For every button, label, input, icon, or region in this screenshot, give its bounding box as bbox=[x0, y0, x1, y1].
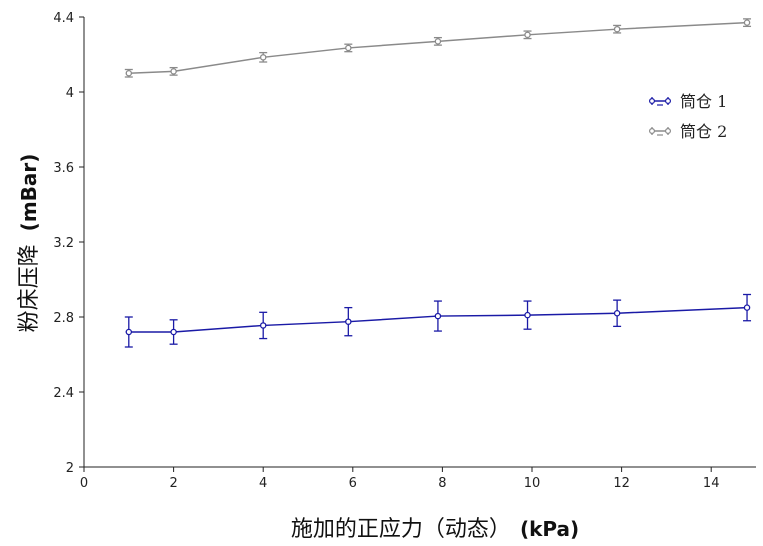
y-tick-label: 2 bbox=[66, 461, 74, 476]
y-tick-label: 3.2 bbox=[53, 236, 74, 251]
data-point bbox=[743, 19, 751, 26]
data-point bbox=[613, 309, 621, 317]
y-tick-label: 2.8 bbox=[53, 311, 74, 326]
legend-symbol-series-1 bbox=[648, 97, 671, 106]
data-point bbox=[743, 304, 751, 311]
y-axis-title: 粉床压降 (mBar) bbox=[17, 154, 42, 333]
y-axis-title-text: 粉床压降 bbox=[17, 244, 42, 332]
x-tick-label: 10 bbox=[524, 476, 541, 491]
x-tick-label: 8 bbox=[438, 476, 446, 491]
x-axis-title-text: 施加的正应力（动态） bbox=[291, 517, 511, 542]
series-line bbox=[128, 21, 748, 74]
series-line bbox=[128, 306, 748, 333]
x-axis-title-unit: (kPa) bbox=[520, 517, 579, 541]
data-point bbox=[524, 311, 531, 319]
x-tick-label: 0 bbox=[80, 476, 88, 491]
data-point bbox=[613, 25, 621, 33]
x-axis-title: 施加的正应力（动态） (kPa) bbox=[291, 517, 579, 542]
x-tick-label: 2 bbox=[169, 476, 177, 491]
y-tick-label: 4.4 bbox=[53, 11, 74, 26]
legend-label-series-2: 筒仓 2 bbox=[680, 122, 727, 141]
data-point bbox=[434, 312, 442, 320]
data-point bbox=[259, 54, 267, 61]
data-point bbox=[259, 322, 267, 329]
data-point bbox=[170, 68, 177, 75]
data-point bbox=[524, 31, 531, 39]
series-layer bbox=[124, 18, 752, 348]
y-tick-label: 4 bbox=[66, 86, 74, 101]
data-point bbox=[345, 318, 352, 325]
x-tick-label: 4 bbox=[259, 476, 267, 491]
series-2 bbox=[124, 18, 752, 78]
legend: 筒仓 1 筒仓 2 bbox=[648, 92, 727, 141]
legend-label-series-1: 筒仓 1 bbox=[680, 92, 727, 111]
data-point bbox=[345, 44, 352, 52]
data-point bbox=[125, 328, 133, 336]
data-point bbox=[125, 70, 133, 77]
legend-symbol-series-2 bbox=[648, 127, 671, 136]
data-point bbox=[170, 328, 177, 336]
data-point bbox=[434, 38, 442, 45]
x-tick-label: 6 bbox=[349, 476, 357, 491]
x-tick-label: 14 bbox=[703, 476, 720, 491]
y-tick-label: 3.6 bbox=[53, 161, 74, 176]
y-axis-title-unit: (mBar) bbox=[17, 154, 41, 232]
y-tick-label: 2.4 bbox=[53, 386, 74, 401]
series-1 bbox=[124, 293, 752, 348]
legend-item-series-1: 筒仓 1 bbox=[648, 92, 727, 111]
legend-item-series-2: 筒仓 2 bbox=[648, 122, 727, 141]
axes bbox=[83, 17, 756, 468]
x-tick-label: 12 bbox=[613, 476, 630, 491]
